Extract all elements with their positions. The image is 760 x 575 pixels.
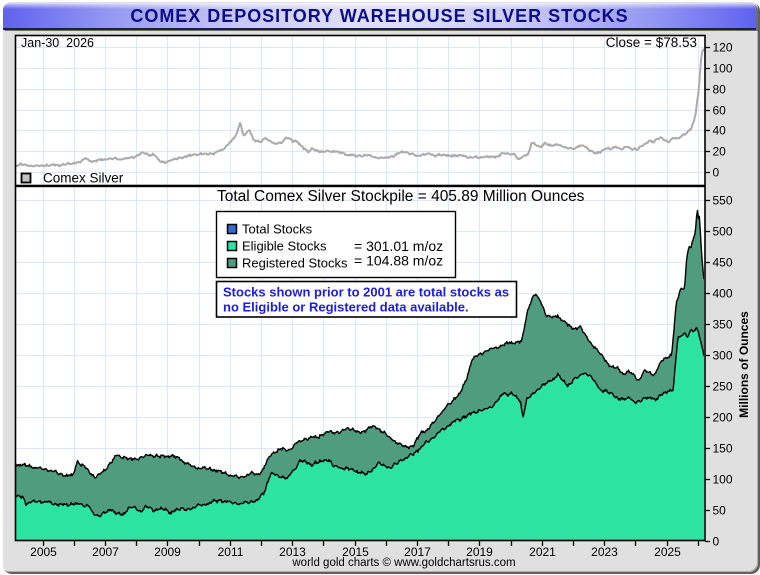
svg-text:200: 200 xyxy=(713,411,733,425)
svg-text:Close = $78.53: Close = $78.53 xyxy=(606,35,697,50)
svg-text:no Eligible or Registered data: no Eligible or Registered data available… xyxy=(223,300,469,315)
svg-text:2005: 2005 xyxy=(30,545,57,559)
svg-text:100: 100 xyxy=(713,62,733,76)
svg-text:Stocks shown prior to 2001 are: Stocks shown prior to 2001 are total sto… xyxy=(223,285,509,300)
svg-text:350: 350 xyxy=(713,318,733,332)
svg-text:450: 450 xyxy=(713,256,733,270)
svg-text:2021: 2021 xyxy=(529,545,556,559)
svg-text:500: 500 xyxy=(713,225,733,239)
svg-text:2009: 2009 xyxy=(154,545,181,559)
svg-text:2025: 2025 xyxy=(654,545,681,559)
svg-text:20: 20 xyxy=(713,145,727,159)
svg-text:300: 300 xyxy=(713,349,733,363)
svg-text:2007: 2007 xyxy=(92,545,119,559)
svg-text:120: 120 xyxy=(713,41,733,55)
svg-text:Registered Stocks: Registered Stocks xyxy=(242,256,348,271)
svg-text:250: 250 xyxy=(713,380,733,394)
svg-text:40: 40 xyxy=(713,124,727,138)
svg-text:Total Stocks: Total Stocks xyxy=(242,222,313,237)
svg-text:80: 80 xyxy=(713,83,727,97)
svg-text:world gold charts © www.goldch: world gold charts © www.goldchartsrus.co… xyxy=(291,557,515,569)
svg-text:2023: 2023 xyxy=(591,545,618,559)
svg-text:2017: 2017 xyxy=(404,545,431,559)
svg-text:Millions of Ounces: Millions of Ounces xyxy=(737,311,751,418)
svg-text:2011: 2011 xyxy=(218,545,244,559)
svg-text:Comex Silver: Comex Silver xyxy=(43,171,124,186)
svg-text:50: 50 xyxy=(713,504,727,518)
svg-text:Eligible Stocks: Eligible Stocks xyxy=(242,239,327,254)
svg-text:2019: 2019 xyxy=(466,545,493,559)
svg-text:550: 550 xyxy=(713,194,733,208)
svg-text:Jan-30 2026: Jan-30 2026 xyxy=(21,36,94,50)
svg-text:2013: 2013 xyxy=(279,545,306,559)
svg-text:Total Comex Silver Stockpile =: Total Comex Silver Stockpile = 405.89 Mi… xyxy=(217,188,585,205)
svg-text:= 301.01 m/oz: = 301.01 m/oz xyxy=(354,238,443,254)
svg-text:100: 100 xyxy=(713,473,733,487)
svg-text:2015: 2015 xyxy=(342,545,369,559)
svg-text:150: 150 xyxy=(713,442,733,456)
svg-text:0: 0 xyxy=(713,535,720,549)
svg-text:60: 60 xyxy=(713,104,727,118)
svg-text:400: 400 xyxy=(713,287,733,301)
svg-text:= 104.88 m/oz: = 104.88 m/oz xyxy=(354,253,443,269)
svg-text:0: 0 xyxy=(713,166,720,180)
